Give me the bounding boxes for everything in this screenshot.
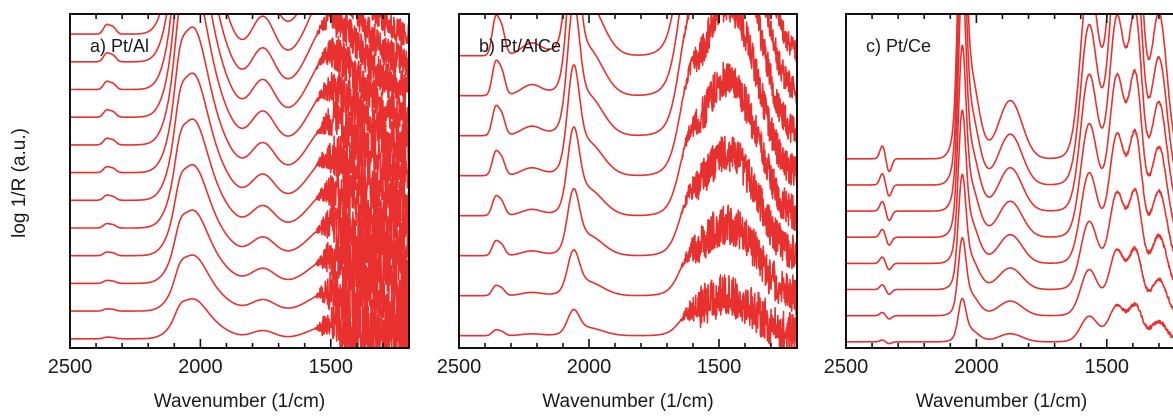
x-tick-label: 1500 (697, 356, 742, 378)
traces (459, 14, 797, 348)
x-axis-title: Wavenumber (1/cm) (916, 391, 1087, 412)
x-tick-label: 2000 (567, 356, 612, 378)
panel-label: b) Pt/AlCe (479, 36, 561, 56)
spectrum-trace-6 (70, 72, 409, 223)
panel-2: 2500 2000 1500 Wavenumber (1/cm) b) Pt/AlCe (437, 13, 798, 412)
panel-label: c) Pt/Ce (866, 36, 931, 56)
x-tick-label: 2500 (437, 356, 482, 378)
spectrum-trace-5 (459, 14, 797, 186)
x-tick-label: 1500 (1085, 356, 1130, 378)
spectrum-trace-8 (459, 14, 797, 63)
spectrum-trace-10 (70, 14, 409, 107)
spectrum-trace-7 (70, 26, 409, 193)
spectrum-trace-2 (70, 254, 409, 338)
spectrum-trace-6 (846, 14, 1173, 222)
spectrum-trace-4 (70, 164, 409, 281)
spectrum-trace-12 (70, 14, 409, 46)
spectrum-trace-5 (70, 118, 409, 251)
spectrum-trace-7 (846, 14, 1173, 197)
spectrum-trace-3 (70, 209, 409, 308)
panel-label: a) Pt/Al (90, 36, 149, 56)
spectrum-trace-4 (459, 61, 797, 232)
x-tick-label: 1500 (309, 356, 354, 378)
x-tick-label: 2500 (48, 356, 93, 378)
spectrum-trace-2 (846, 236, 1173, 320)
panel-1: 2500 2000 1500 Wavenumber (1/cm) a) Pt/Al (48, 13, 410, 412)
panel-3: 2500 2000 1500 Wavenumber (1/cm) c) Pt/Ce (824, 13, 1173, 412)
plot-frame (69, 13, 410, 349)
spectrum-trace-3 (846, 173, 1173, 295)
x-tick-label: 2000 (954, 356, 999, 378)
spectrum-trace-6 (459, 14, 797, 143)
x-tick-label: 2500 (824, 356, 869, 378)
spectrum-trace-5 (846, 44, 1173, 246)
plot-frame (458, 13, 798, 349)
spectrum-trace-11 (70, 14, 409, 77)
traces (846, 14, 1173, 345)
spectrum-trace-3 (459, 135, 797, 270)
spectrum-trace-2 (459, 204, 797, 316)
spectrum-trace-9 (70, 14, 409, 135)
spectrum-trace-1 (70, 297, 409, 348)
x-axis-title: Wavenumber (1/cm) (154, 391, 325, 412)
x-axis-title: Wavenumber (1/cm) (542, 391, 713, 412)
spectrum-trace-8 (70, 14, 409, 165)
traces (70, 14, 409, 348)
x-tick-label: 2000 (178, 356, 223, 378)
spectrum-trace-8 (846, 14, 1173, 173)
spectrum-trace-1 (459, 274, 797, 348)
spectrum-trace-1 (846, 297, 1173, 345)
plot-frame (845, 13, 1173, 349)
y-axis-title: log 1/R (a.u.) (9, 128, 30, 238)
spectrum-trace-4 (846, 109, 1173, 271)
spectrum-trace-7 (459, 14, 797, 106)
